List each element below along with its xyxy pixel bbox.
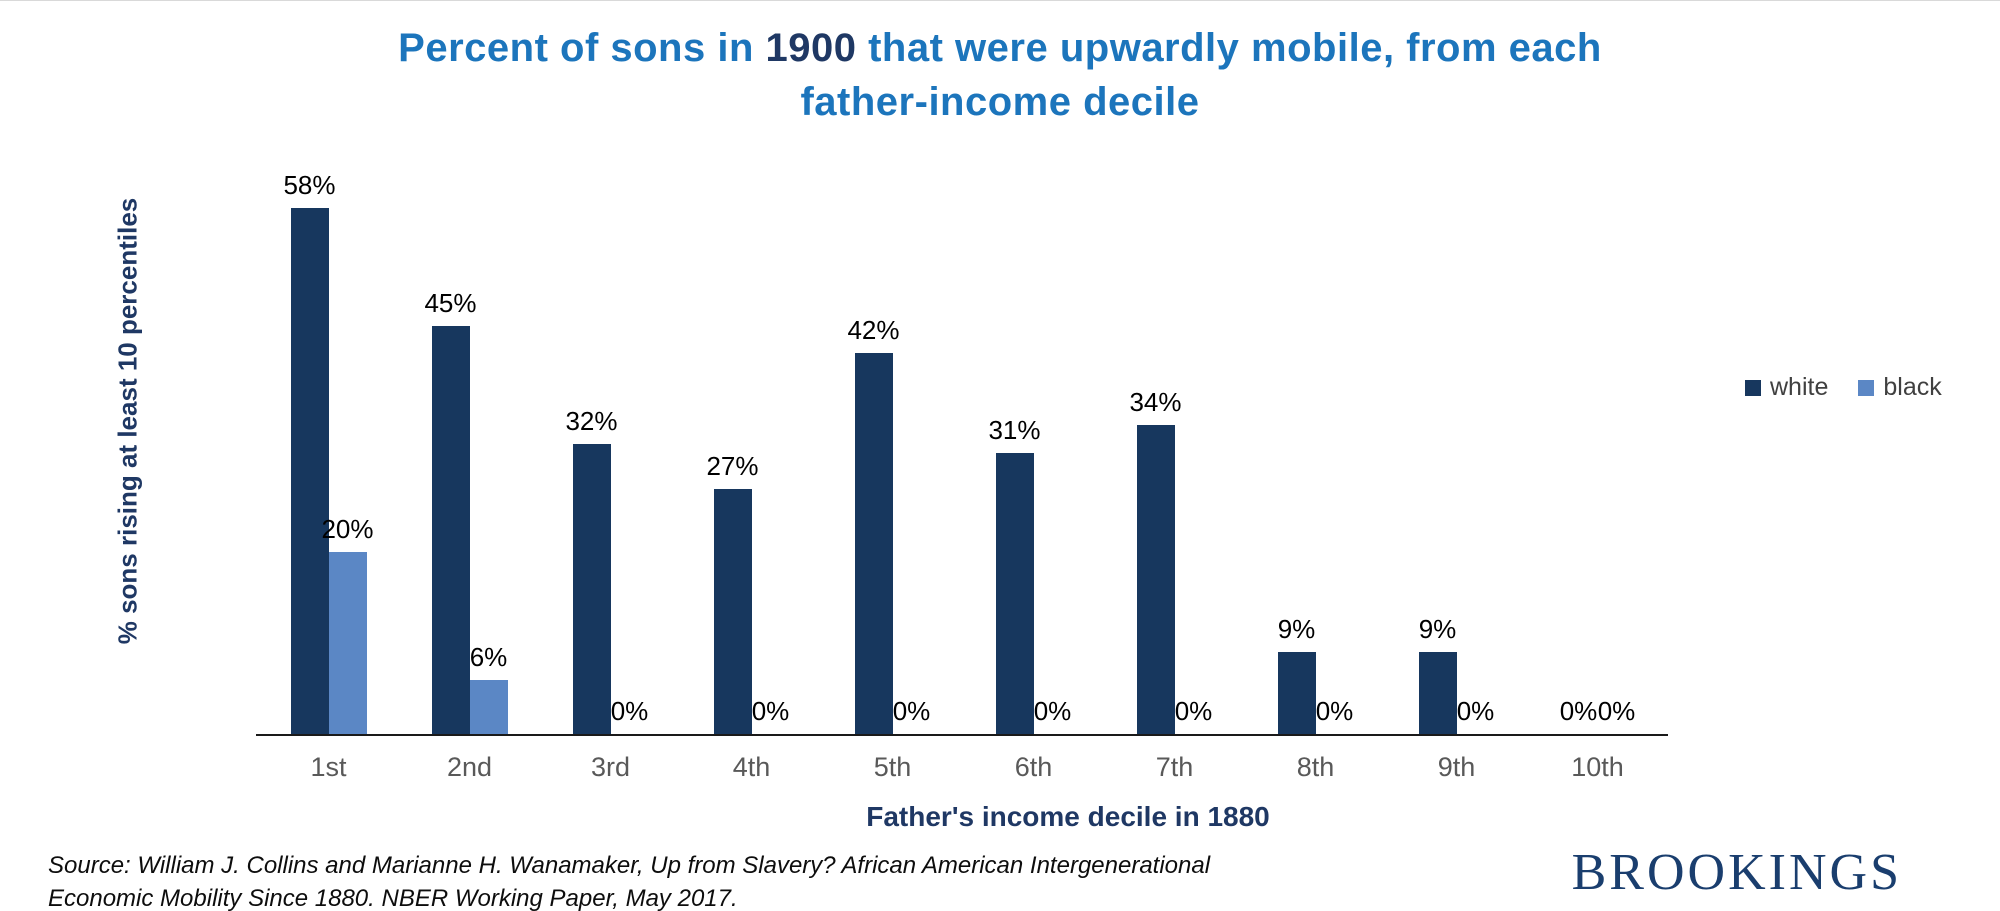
bar-value-label-black-9th: 0% (1456, 696, 1495, 726)
bar-value-label-white-4th: 27% (706, 451, 759, 481)
x-tick-2nd: 2nd (446, 752, 493, 782)
bar-white-8th (1277, 652, 1316, 734)
title-text-post: that were upwardly mobile, from each fat… (800, 26, 1602, 124)
title-year: 1900 (765, 26, 857, 70)
brookings-logo: BROOKINGS (1571, 844, 1902, 901)
legend: white black (1745, 373, 1942, 402)
source-line-2: Economic Mobility Since 1880. NBER Worki… (48, 885, 738, 911)
x-axis-line (256, 734, 1668, 736)
legend-item-black: black (1858, 373, 1942, 402)
bar-value-label-white-5th: 42% (847, 315, 900, 345)
bar-value-label-white-2nd: 45% (424, 288, 477, 318)
y-axis-label: % sons rising at least 10 percentiles (112, 197, 143, 645)
bar-value-label-white-1st: 58% (283, 170, 336, 200)
bar-white-7th (1136, 425, 1175, 734)
bar-value-label-black-6th: 0% (1033, 696, 1072, 726)
x-tick-8th: 8th (1296, 752, 1335, 782)
legend-label-white: white (1770, 373, 1829, 401)
title-text-pre: Percent of sons in (398, 26, 766, 70)
bar-black-1st (328, 552, 367, 734)
legend-item-white: white (1745, 373, 1828, 402)
bar-white-2nd (431, 326, 470, 734)
x-tick-10th: 10th (1571, 752, 1624, 782)
bar-value-label-white-3rd: 32% (565, 406, 618, 436)
bar-value-label-black-5th: 0% (892, 696, 931, 726)
x-tick-7th: 7th (1155, 752, 1194, 782)
bar-value-label-black-1st: 20% (321, 514, 374, 544)
bar-value-label-black-7th: 0% (1174, 696, 1213, 726)
bar-value-label-black-2nd: 6% (469, 642, 508, 672)
x-tick-1st: 1st (310, 752, 347, 782)
bar-value-label-white-9th: 9% (1418, 614, 1457, 644)
bar-value-label-white-10th: 0% (1559, 696, 1598, 726)
plot-area: 58% 20% 1st 45% 6% 2nd 32% 0% 3rd 27% 0% 4th 42% 0% 5t… (258, 144, 1668, 782)
x-axis-title: Father's income decile in 1880 (866, 801, 1270, 832)
x-tick-6th: 6th (1014, 752, 1053, 782)
bar-black-2nd (469, 680, 508, 734)
x-tick-4th: 4th (732, 752, 771, 782)
bar-white-5th (854, 353, 893, 734)
bar-white-9th (1418, 652, 1457, 734)
bar-white-4th (713, 489, 752, 734)
bar-white-3rd (572, 444, 611, 734)
x-tick-3rd: 3rd (590, 752, 631, 782)
chart-title: Percent of sons in 1900 that were upward… (385, 21, 1615, 129)
legend-swatch-white (1745, 379, 1761, 396)
bar-value-label-black-3rd: 0% (610, 696, 649, 726)
bar-value-label-white-7th: 34% (1129, 387, 1182, 417)
legend-label-black: black (1883, 373, 1942, 401)
bar-value-label-white-8th: 9% (1277, 614, 1316, 644)
legend-swatch-black (1858, 379, 1875, 396)
bar-white-6th (995, 453, 1034, 734)
x-tick-5th: 5th (873, 752, 912, 782)
bar-value-label-white-6th: 31% (988, 415, 1041, 445)
bar-value-label-black-8th: 0% (1315, 696, 1354, 726)
source-note: Source: William J. Collins and Marianne … (48, 849, 1210, 911)
bar-value-label-black-4th: 0% (751, 696, 790, 726)
x-tick-9th: 9th (1437, 752, 1476, 782)
bar-white-1st (290, 208, 329, 734)
source-line-1: Source: William J. Collins and Marianne … (48, 852, 1211, 879)
bar-value-label-black-10th: 0% (1597, 696, 1636, 726)
